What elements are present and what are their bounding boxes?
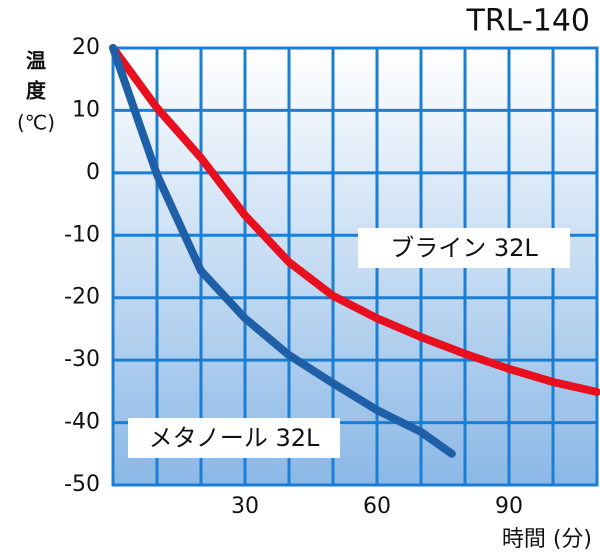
y-tick-label: -20 <box>64 285 100 310</box>
y-tick-label: -50 <box>64 472 100 497</box>
series-line <box>109 44 456 458</box>
legend-box <box>128 418 340 458</box>
chart-title: TRL-140 <box>466 4 590 39</box>
y-tick-label: 20 <box>72 35 100 60</box>
x-tick-label: 60 <box>363 494 391 519</box>
y-label: 度 <box>26 79 47 103</box>
series-line <box>109 44 600 396</box>
legend-label: ブライン 32L <box>390 234 538 262</box>
legend-box <box>358 228 570 268</box>
y-label: (℃) <box>17 111 55 135</box>
legend-label: メタノール 32L <box>149 424 320 452</box>
y-tick-label: 0 <box>86 160 100 185</box>
x-tick-label: 30 <box>231 494 259 519</box>
plot-frame <box>111 46 599 487</box>
y-tick-label: -30 <box>64 347 100 372</box>
y-tick-label: -10 <box>64 222 100 247</box>
y-tick-label: 10 <box>72 97 100 122</box>
x-label: 時間 (分) <box>502 527 592 552</box>
y-label: 温 <box>26 49 46 73</box>
marks <box>109 44 600 458</box>
y-tick-label: -40 <box>64 410 100 435</box>
x-tick-label: 90 <box>495 494 523 519</box>
